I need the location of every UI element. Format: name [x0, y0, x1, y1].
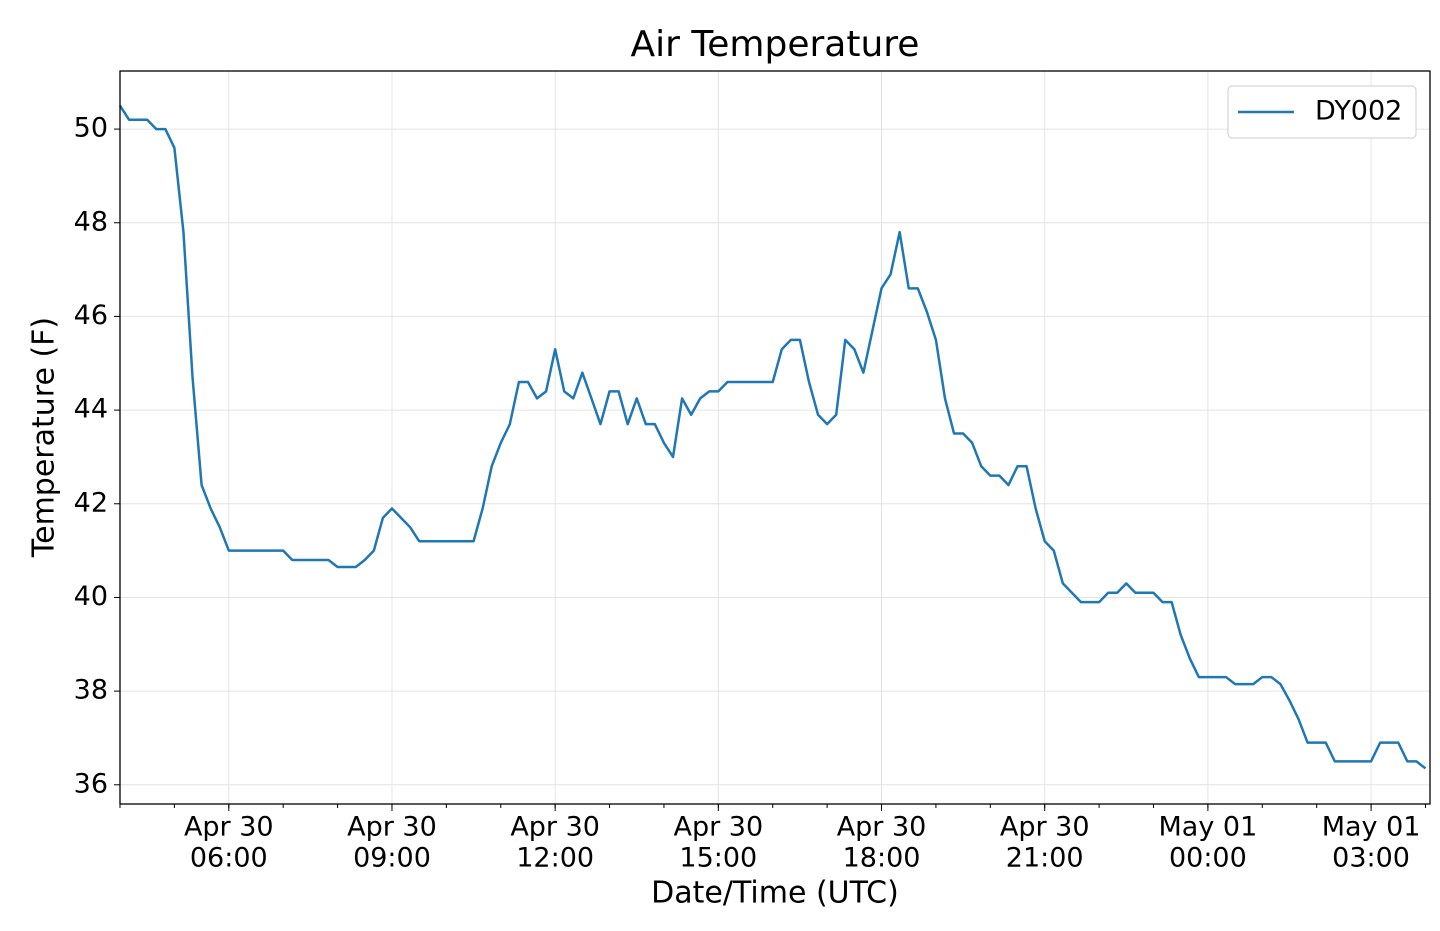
- x-tick-label: Apr 30: [674, 812, 764, 843]
- data-line: [118, 104, 1427, 770]
- x-tick-label: 12:00: [516, 843, 594, 874]
- x-tick-label: 00:00: [1169, 843, 1247, 874]
- y-tick-label: 36: [74, 768, 108, 799]
- y-tick-label: 46: [74, 300, 108, 331]
- legend-box: [1227, 85, 1417, 139]
- x-tick-label: 06:00: [190, 843, 268, 874]
- x-tick-label: Apr 30: [347, 812, 437, 843]
- x-tick-label: Apr 30: [837, 812, 927, 843]
- x-tick-label: 15:00: [679, 843, 757, 874]
- x-tick-label: Apr 30: [510, 812, 600, 843]
- y-tick-label: 44: [74, 394, 108, 425]
- y-tick-label: 48: [74, 206, 108, 237]
- y-tick-label: 42: [74, 487, 108, 518]
- legend-label: DY002: [1315, 96, 1402, 127]
- y-tick-label: 50: [74, 113, 108, 144]
- plot-frame: [119, 70, 1431, 805]
- x-tick-label: Apr 30: [1000, 812, 1090, 843]
- x-tick-label: 21:00: [1006, 843, 1084, 874]
- y-tick-label: 40: [74, 581, 108, 612]
- x-tick-label: 18:00: [843, 843, 921, 874]
- y-axis-label: Temperature (F): [27, 317, 62, 558]
- chart-title: Air Temperature: [631, 24, 920, 65]
- x-tick-label: May 01: [1159, 812, 1258, 843]
- x-tick-label: May 01: [1322, 812, 1421, 843]
- legend: DY002: [1227, 85, 1417, 139]
- x-tick-label: 03:00: [1332, 843, 1410, 874]
- x-tick-label: Apr 30: [184, 812, 274, 843]
- x-axis-label: Date/Time (UTC): [651, 876, 899, 911]
- y-tick-label: 38: [74, 675, 108, 706]
- x-tick-label: 09:00: [353, 843, 431, 874]
